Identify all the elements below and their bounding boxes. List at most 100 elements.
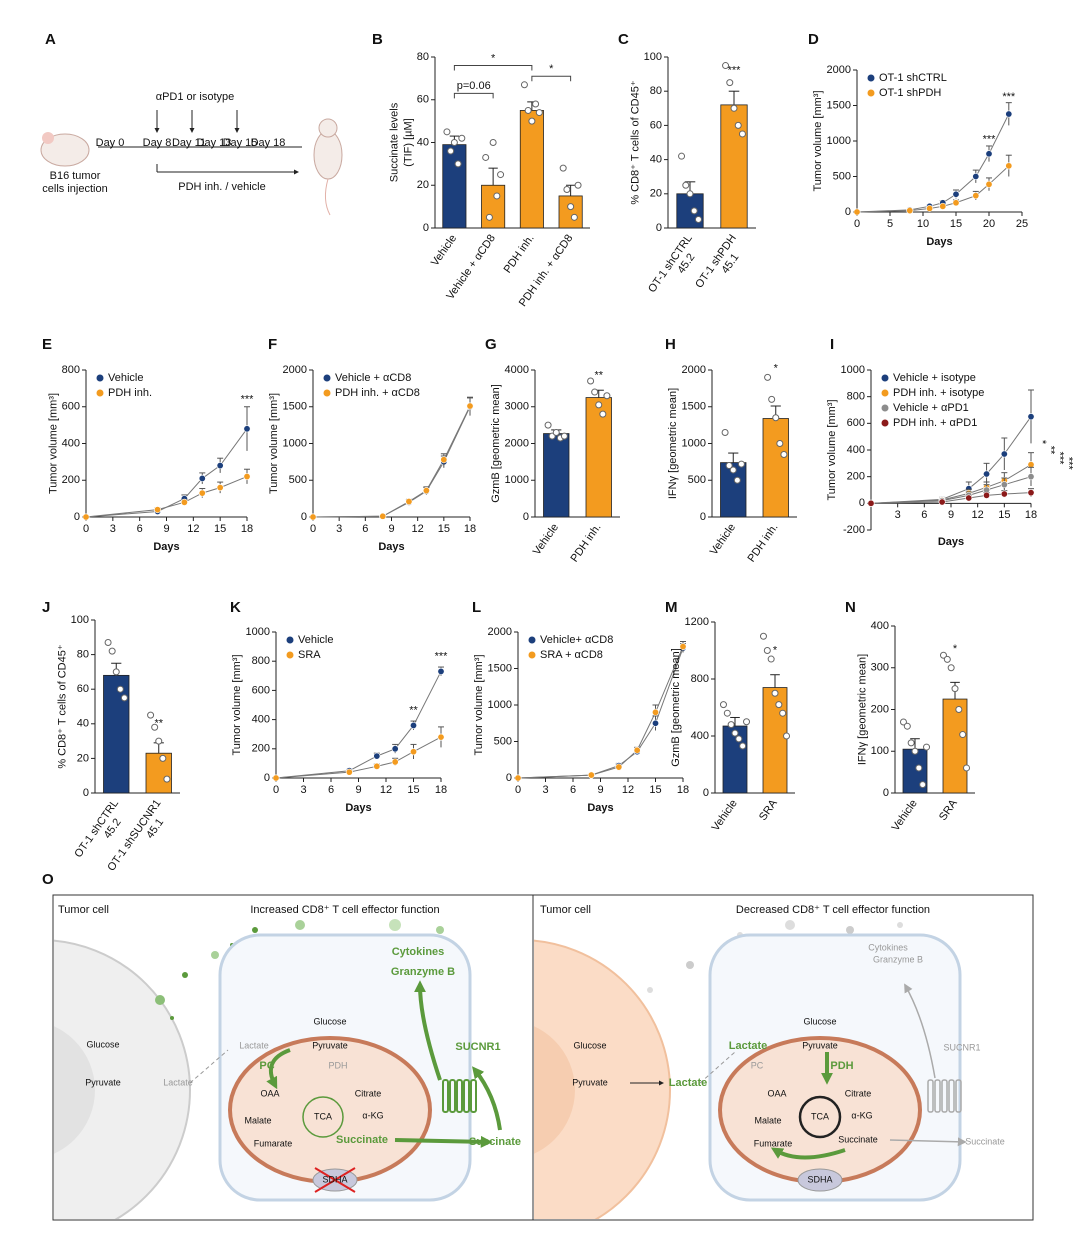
x-axis-label: Days	[378, 541, 404, 553]
annotation: *	[953, 643, 958, 655]
diagram-label: Glucose	[803, 1016, 836, 1026]
x-axis-label: Days	[153, 541, 179, 553]
data-point	[615, 763, 623, 771]
x-tick-label: Vehicle	[429, 233, 459, 269]
y-axis-label: Tumor volume [mm³]	[231, 654, 243, 755]
diagram-label: Lactate	[669, 1077, 708, 1089]
diagram-label: Lactate	[239, 1040, 269, 1050]
y-tick-label: 40	[77, 718, 89, 730]
data-point	[963, 764, 971, 772]
legend-marker	[323, 374, 331, 382]
data-point	[1000, 490, 1008, 498]
annotation: **	[594, 369, 603, 381]
y-tick-label: 1000	[283, 437, 307, 449]
y-tick-label: 1000	[488, 699, 512, 711]
series-line	[870, 416, 1032, 504]
panel-label: M	[665, 599, 678, 616]
data-point	[216, 484, 224, 492]
data-point	[520, 81, 528, 89]
data-point	[780, 451, 788, 459]
legend-marker	[286, 651, 294, 659]
data-point	[776, 440, 784, 447]
x-tick-label: 18	[435, 784, 447, 796]
diagram-label: Glucose	[573, 1040, 606, 1050]
diagram-label: SUCNR1	[943, 1042, 980, 1052]
x-tick-label: 20	[983, 218, 995, 230]
data-point	[903, 722, 911, 730]
panel-label: F	[268, 336, 277, 353]
diagram-label: OAA	[767, 1088, 786, 1098]
y-tick-label: 100	[871, 745, 889, 757]
arrow	[189, 1049, 229, 1084]
data-point	[1000, 450, 1008, 458]
y-tick-label: 0	[859, 497, 865, 509]
x-tick-label: SRA	[757, 797, 780, 823]
y-tick-label: 1200	[685, 616, 709, 628]
data-point	[603, 392, 611, 400]
x-tick-label: PDH inh.	[569, 522, 604, 565]
annotation: *	[1036, 440, 1048, 445]
diagram-label: Fumarate	[754, 1138, 793, 1148]
drug-label: PDH inh. / vehicle	[178, 181, 265, 193]
data-point	[679, 643, 687, 651]
data-point	[570, 213, 578, 221]
data-point	[1005, 162, 1013, 170]
x-tick-label: 3	[300, 784, 306, 796]
mouse-ear	[42, 132, 54, 144]
y-tick-label: 80	[77, 649, 89, 661]
panel-label: K	[230, 599, 241, 616]
day-label: Day 13	[197, 137, 232, 149]
series-line	[275, 671, 442, 779]
arrow	[472, 1066, 502, 1131]
diagram-label: SDHA	[807, 1174, 832, 1184]
data-point	[735, 735, 743, 743]
data-point	[180, 498, 188, 506]
y-tick-label: -200	[843, 524, 865, 536]
series-line	[870, 492, 1032, 504]
data-point	[147, 711, 155, 719]
data-point	[651, 719, 659, 727]
receptor	[927, 1079, 962, 1113]
data-point	[1027, 413, 1035, 421]
data-point	[734, 121, 742, 129]
data-point	[767, 655, 775, 663]
data-point	[243, 473, 251, 481]
data-point	[771, 689, 779, 697]
mouse-tail	[324, 178, 331, 216]
y-axis-label: % CD8⁺ T cells of CD45⁺	[56, 644, 68, 768]
legend-marker	[881, 389, 889, 397]
y-axis-label: Tumor volume [mm³]	[47, 393, 59, 494]
legend-label: Vehicle + αPD1	[893, 402, 969, 414]
data-point	[591, 388, 599, 396]
y-tick-label: 1500	[488, 662, 512, 674]
x-tick-label: 15	[998, 509, 1010, 521]
x-tick-label: 12	[972, 509, 984, 521]
panel-label: I	[830, 336, 834, 353]
y-tick-label: 0	[845, 206, 851, 218]
diagram-title: Increased CD8⁺ T cell effector function	[250, 904, 439, 916]
day-label: Day 15	[223, 137, 258, 149]
diagram-label: Pyruvate	[572, 1077, 608, 1087]
diagram-label: Cytokines	[392, 946, 445, 958]
y-tick-label: 800	[62, 364, 80, 376]
y-tick-label: 4000	[505, 364, 529, 376]
legend-marker	[323, 389, 331, 397]
y-tick-label: 0	[656, 222, 662, 234]
bar	[481, 184, 506, 229]
x-tick-label: 6	[570, 784, 576, 796]
data-point	[939, 651, 947, 659]
y-tick-label: 2000	[505, 437, 529, 449]
data-point	[466, 402, 474, 410]
data-point	[725, 462, 733, 470]
diagram-label: PDH	[328, 1060, 347, 1070]
data-point	[772, 414, 780, 422]
data-point	[965, 494, 973, 502]
x-tick-label: 3	[542, 784, 548, 796]
mouse	[40, 133, 90, 167]
annotation: *	[549, 63, 554, 75]
annotation: ***	[241, 393, 255, 405]
y-tick-label: 80	[650, 85, 662, 97]
y-tick-label: 1000	[682, 437, 706, 449]
data-point	[544, 421, 552, 429]
y-tick-label: 600	[847, 417, 865, 429]
